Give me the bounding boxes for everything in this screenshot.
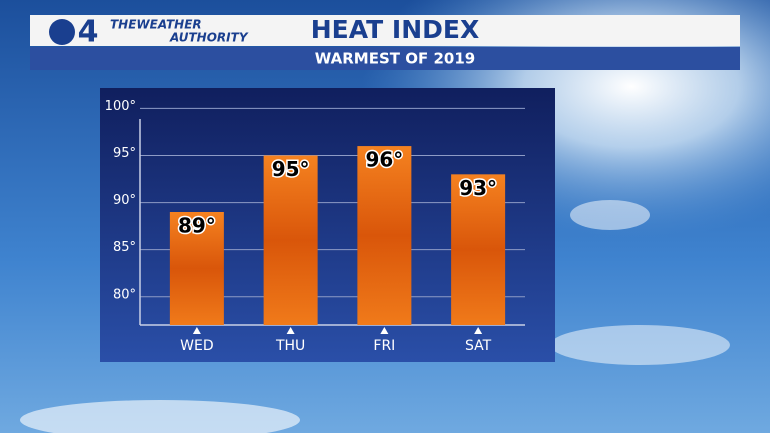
x-tick-label: FRI: [373, 338, 395, 354]
cloud: [20, 400, 300, 437]
y-tick-label: 80°: [113, 287, 136, 302]
x-tick-label: THU: [275, 338, 305, 354]
value-label: 89°: [178, 214, 216, 238]
y-tick-label: 90°: [113, 193, 136, 208]
plot: 80° 85° 90° 95° 100° WED 89° THU 95° FRI 96° SAT 93°: [105, 99, 525, 354]
cloud: [550, 325, 730, 365]
bar: [169, 212, 224, 325]
bar: [263, 155, 318, 325]
tick-triangle: [380, 327, 389, 334]
logo-line1: THEWEATHER: [110, 18, 202, 32]
chart-subtitle: WARMEST OF 2019: [315, 50, 475, 68]
value-label: 93°: [459, 176, 497, 200]
chart-title: HEAT INDEX: [311, 15, 480, 44]
y-tick-label: 95°: [113, 146, 136, 161]
logo-eye: [49, 19, 75, 45]
header-bar: [30, 15, 740, 46]
subtitle-bar: [30, 47, 740, 70]
cloud: [570, 200, 650, 230]
y-tick-label: 100°: [105, 99, 136, 114]
value-label: 95°: [272, 157, 310, 181]
logo-line2: AUTHORITY: [169, 31, 249, 45]
y-tick-label: 85°: [113, 240, 136, 255]
x-tick-label: WED: [180, 338, 213, 354]
tick-triangle: [474, 327, 483, 334]
x-tick-label: SAT: [465, 338, 492, 354]
tick-triangle: [192, 327, 201, 334]
bar: [451, 174, 506, 325]
logo-channel: 4: [78, 15, 99, 50]
bar: [357, 146, 412, 325]
value-label: 96°: [365, 148, 403, 172]
tick-triangle: [286, 327, 295, 334]
